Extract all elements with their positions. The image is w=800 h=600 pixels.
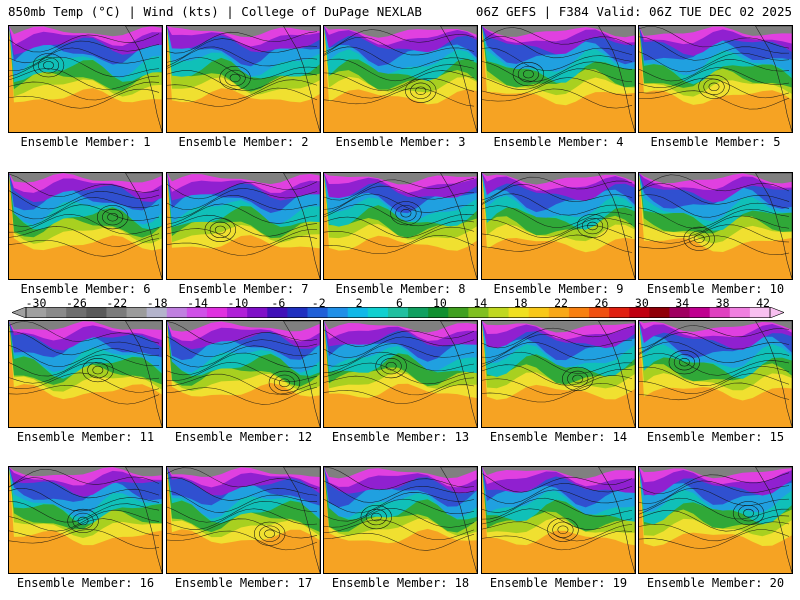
colorbar-swatch <box>126 307 148 318</box>
ensemble-map-17 <box>166 466 321 574</box>
ensemble-map-18 <box>323 466 478 574</box>
colorbar-swatch <box>568 307 590 318</box>
colorbar-tick-label: 34 <box>675 296 690 310</box>
ensemble-map-20 <box>638 466 793 574</box>
ensemble-map-12 <box>166 320 321 428</box>
colorbar-tick-label: 30 <box>634 296 649 310</box>
ensemble-map-15 <box>638 320 793 428</box>
colorbar-swatch <box>267 307 288 318</box>
ensemble-map-14 <box>481 320 636 428</box>
colorbar-swatch <box>749 307 771 318</box>
colorbar-swatch <box>206 307 228 318</box>
colorbar-swatch <box>709 307 731 318</box>
colorbar-swatch <box>448 307 469 318</box>
colorbar-swatch <box>166 307 188 318</box>
colorbar-swatch <box>689 307 711 318</box>
ensemble-map-9 <box>481 172 636 280</box>
ensemble-label-17: Ensemble Member: 17 <box>174 576 313 590</box>
ensemble-label-8: Ensemble Member: 8 <box>335 282 466 296</box>
colorbar-swatch <box>146 307 168 318</box>
colorbar-swatch <box>186 307 208 318</box>
colorbar-swatch <box>287 307 309 318</box>
colorbar-swatch <box>609 307 630 318</box>
ensemble-map-6 <box>8 172 163 280</box>
colorbar-swatch <box>86 307 107 318</box>
run-valid-time: 06Z GEFS | F384 Valid: 06Z TUE DEC 02 20… <box>475 4 792 19</box>
ensemble-label-3: Ensemble Member: 3 <box>335 135 466 149</box>
ensemble-map-19 <box>481 466 636 574</box>
colorbar-tick-label: 10 <box>432 296 447 310</box>
colorbar-tick-label: -6 <box>271 296 286 310</box>
ensemble-label-15: Ensemble Member: 15 <box>646 430 785 444</box>
colorbar-tick-label: 26 <box>594 296 609 310</box>
colorbar-tick-label: 14 <box>473 296 488 310</box>
colorbar-swatch <box>26 307 47 318</box>
colorbar-swatch <box>46 307 67 318</box>
ensemble-label-6: Ensemble Member: 6 <box>20 282 151 296</box>
colorbar-swatch <box>508 307 530 318</box>
ensemble-map-13 <box>323 320 478 428</box>
ensemble-label-2: Ensemble Member: 2 <box>178 135 309 149</box>
colorbar-tick-label: 18 <box>513 296 528 310</box>
colorbar-tick-label: -14 <box>187 296 208 310</box>
colorbar-swatch <box>488 307 510 318</box>
ensemble-map-2 <box>166 25 321 133</box>
temperature-colorbar <box>12 307 784 318</box>
colorbar-swatch <box>66 307 87 318</box>
colorbar-swatch <box>669 307 691 318</box>
colorbar-swatch <box>428 307 449 318</box>
colorbar-tick-label: -26 <box>65 296 87 310</box>
colorbar-swatch <box>468 307 489 318</box>
ensemble-map-8 <box>323 172 478 280</box>
ensemble-label-18: Ensemble Member: 18 <box>331 576 470 590</box>
ensemble-map-4 <box>481 25 636 133</box>
ensemble-map-11 <box>8 320 163 428</box>
colorbar-swatch <box>629 307 650 318</box>
ensemble-label-20: Ensemble Member: 20 <box>646 576 785 590</box>
colorbar-tick-label: 6 <box>396 296 403 310</box>
colorbar-tick-label: -30 <box>25 296 47 310</box>
ensemble-map-5 <box>638 25 793 133</box>
colorbar-swatch <box>227 307 248 318</box>
colorbar-tick-label: -10 <box>227 296 249 310</box>
ensemble-label-7: Ensemble Member: 7 <box>178 282 309 296</box>
ensemble-label-11: Ensemble Member: 11 <box>16 430 155 444</box>
colorbar-tick-label: 38 <box>715 296 730 310</box>
colorbar-swatch <box>307 307 329 318</box>
ensemble-map-3 <box>323 25 478 133</box>
colorbar-tick-label: 2 <box>355 296 363 310</box>
colorbar-swatch <box>106 307 128 318</box>
ensemble-label-10: Ensemble Member: 10 <box>646 282 785 296</box>
colorbar-swatch <box>548 307 570 318</box>
colorbar-tick-label: -2 <box>311 296 326 310</box>
ensemble-map-1 <box>8 25 163 133</box>
ensemble-label-1: Ensemble Member: 1 <box>20 135 151 149</box>
colorbar-swatch <box>387 307 409 318</box>
colorbar-swatch <box>408 307 429 318</box>
colorbar-tick-label: -22 <box>106 296 128 310</box>
ensemble-label-13: Ensemble Member: 13 <box>331 430 470 444</box>
colorbar-tick-label: 42 <box>756 296 770 310</box>
product-title: 850mb Temp (°C) | Wind (kts) | College o… <box>8 4 422 19</box>
ensemble-label-4: Ensemble Member: 4 <box>493 135 624 149</box>
ensemble-label-12: Ensemble Member: 12 <box>174 430 313 444</box>
colorbar-tick-label: -18 <box>146 296 168 310</box>
colorbar-swatch <box>247 307 268 318</box>
ensemble-label-5: Ensemble Member: 5 <box>650 135 781 149</box>
ensemble-map-7 <box>166 172 321 280</box>
colorbar-tick-label: 22 <box>554 296 568 310</box>
colorbar-swatch <box>589 307 610 318</box>
colorbar-swatch <box>347 307 369 318</box>
colorbar-swatch <box>729 307 751 318</box>
ensemble-label-9: Ensemble Member: 9 <box>493 282 624 296</box>
ensemble-label-14: Ensemble Member: 14 <box>489 430 628 444</box>
ensemble-label-16: Ensemble Member: 16 <box>16 576 155 590</box>
ensemble-map-10 <box>638 172 793 280</box>
colorbar-swatch <box>327 307 349 318</box>
ensemble-label-19: Ensemble Member: 19 <box>489 576 628 590</box>
colorbar-swatch <box>528 307 550 318</box>
ensemble-map-16 <box>8 466 163 574</box>
colorbar-swatch <box>649 307 670 318</box>
colorbar-swatch <box>367 307 389 318</box>
